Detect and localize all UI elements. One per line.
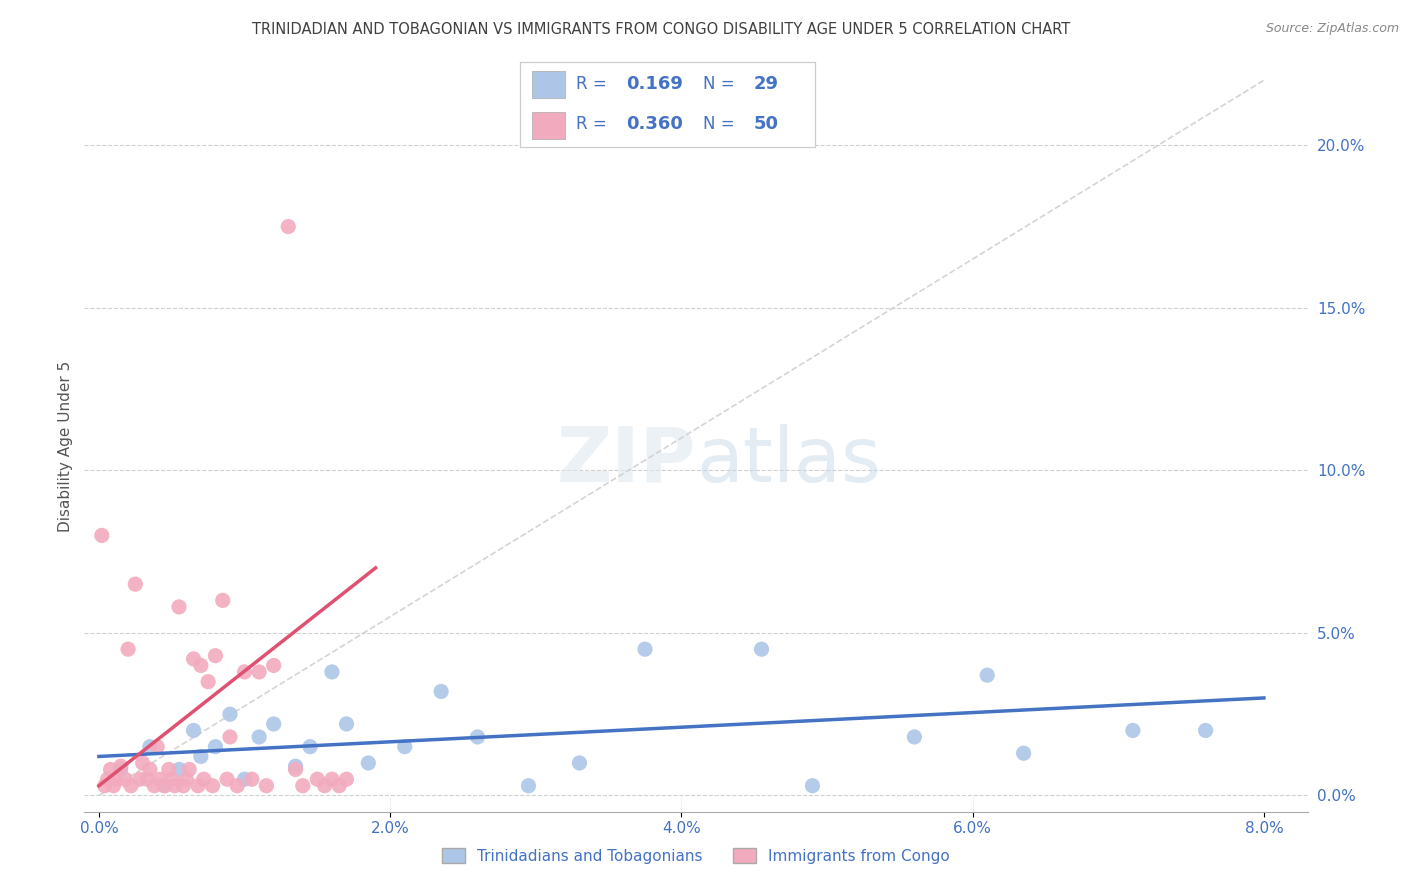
Point: [190, 749, 212, 764]
Point: [335, 772, 357, 787]
Point: [105, 772, 128, 787]
Point: [299, 739, 322, 754]
Text: N =: N =: [703, 115, 740, 133]
Point: [568, 756, 591, 770]
Point: [153, 779, 176, 793]
Point: [187, 779, 209, 793]
Point: [163, 779, 186, 793]
Point: [430, 684, 453, 698]
Point: [201, 779, 224, 793]
Point: [219, 707, 242, 722]
Point: [149, 772, 172, 787]
Point: [179, 763, 201, 777]
Point: [167, 763, 190, 777]
Text: 0.360: 0.360: [627, 115, 683, 133]
Point: [247, 665, 270, 679]
Point: [1012, 746, 1035, 760]
Point: [247, 730, 270, 744]
Point: [1122, 723, 1144, 738]
Point: [160, 772, 183, 787]
Point: [307, 772, 329, 787]
Point: [100, 763, 122, 777]
Point: [394, 739, 416, 754]
Point: [172, 779, 194, 793]
Point: [321, 772, 343, 787]
Point: [93, 779, 117, 793]
Point: [314, 779, 336, 793]
Text: Source: ZipAtlas.com: Source: ZipAtlas.com: [1265, 22, 1399, 36]
Point: [751, 642, 773, 657]
Text: 50: 50: [754, 115, 779, 133]
Point: [801, 779, 824, 793]
Point: [263, 717, 285, 731]
Point: [139, 739, 162, 754]
Point: [321, 665, 343, 679]
Point: [903, 730, 925, 744]
Point: [226, 779, 249, 793]
Point: [217, 772, 239, 787]
Point: [634, 642, 657, 657]
Point: [90, 528, 112, 542]
Text: N =: N =: [703, 75, 740, 93]
Point: [197, 674, 219, 689]
Point: [467, 730, 489, 744]
Text: atlas: atlas: [696, 424, 880, 498]
Text: R =: R =: [576, 115, 613, 133]
Point: [240, 772, 263, 787]
Point: [128, 772, 150, 787]
Point: [277, 219, 299, 234]
Point: [139, 763, 162, 777]
Point: [183, 723, 205, 738]
Point: [167, 599, 190, 614]
Text: 0.169: 0.169: [627, 75, 683, 93]
Point: [284, 763, 307, 777]
Point: [114, 772, 136, 787]
Point: [146, 739, 169, 754]
FancyBboxPatch shape: [531, 71, 565, 98]
Point: [211, 593, 233, 607]
Point: [110, 763, 132, 777]
Text: ZIP: ZIP: [557, 424, 696, 498]
Point: [120, 779, 142, 793]
Point: [110, 759, 132, 773]
Point: [103, 779, 125, 793]
Point: [157, 763, 180, 777]
Point: [976, 668, 998, 682]
Point: [143, 779, 166, 793]
Point: [204, 648, 226, 663]
Point: [193, 772, 215, 787]
Point: [335, 717, 357, 731]
Y-axis label: Disability Age Under 5: Disability Age Under 5: [58, 360, 73, 532]
Point: [284, 759, 307, 773]
Point: [174, 772, 197, 787]
Point: [153, 779, 176, 793]
Point: [254, 779, 277, 793]
Text: TRINIDADIAN AND TOBAGONIAN VS IMMIGRANTS FROM CONGO DISABILITY AGE UNDER 5 CORRE: TRINIDADIAN AND TOBAGONIAN VS IMMIGRANTS…: [252, 22, 1070, 37]
Point: [328, 779, 350, 793]
Point: [291, 779, 314, 793]
Point: [117, 642, 139, 657]
Point: [263, 658, 285, 673]
Point: [1195, 723, 1218, 738]
Point: [136, 772, 159, 787]
Legend: Trinidadians and Tobagonians, Immigrants from Congo: Trinidadians and Tobagonians, Immigrants…: [436, 842, 956, 870]
Point: [124, 577, 146, 591]
Point: [190, 658, 212, 673]
Point: [233, 665, 256, 679]
Point: [219, 730, 242, 744]
Point: [204, 739, 226, 754]
FancyBboxPatch shape: [531, 112, 565, 139]
Point: [517, 779, 540, 793]
Point: [233, 772, 256, 787]
Point: [131, 756, 153, 770]
Text: R =: R =: [576, 75, 613, 93]
Point: [183, 652, 205, 666]
Text: 29: 29: [754, 75, 779, 93]
Point: [97, 772, 120, 787]
Point: [357, 756, 380, 770]
